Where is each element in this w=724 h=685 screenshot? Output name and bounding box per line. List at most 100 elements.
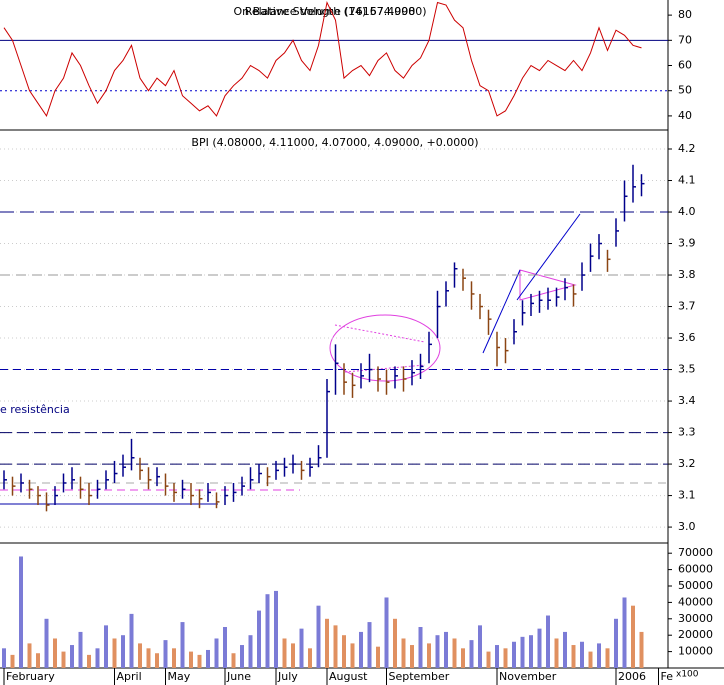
price-bar <box>11 476 16 496</box>
volume-bar <box>61 651 66 668</box>
price-bar <box>207 482 211 502</box>
volume-bar <box>146 648 151 668</box>
trend-line <box>516 213 581 301</box>
price-bar <box>394 366 398 389</box>
y-tick-label: 3.8 <box>678 268 696 281</box>
drawings <box>0 213 581 505</box>
price-bar <box>215 492 220 509</box>
y-tick-label: 4.1 <box>678 174 696 187</box>
price-bar <box>275 460 279 480</box>
price-bar <box>122 454 126 477</box>
x-tick-label: May <box>168 670 191 683</box>
price-bar <box>292 454 296 474</box>
volume-bar <box>486 651 491 668</box>
y-tick-label: 20000 <box>678 628 713 641</box>
volume-bar <box>36 653 40 668</box>
volume-bar <box>529 635 533 668</box>
y-tick-label: 3.3 <box>678 426 696 439</box>
volume-bar <box>214 638 219 668</box>
volume-bar <box>622 597 627 668</box>
y-tick-label: 40000 <box>678 595 713 608</box>
price-bar <box>28 479 33 499</box>
volume-bar <box>631 605 635 668</box>
volume-bar <box>435 635 440 668</box>
volume-bar <box>27 643 32 668</box>
price-bar <box>334 344 339 395</box>
y-tick-label: 80 <box>678 8 692 21</box>
y-tick-label: 70 <box>678 33 692 46</box>
trend-line <box>344 364 426 373</box>
volume-bar <box>2 648 6 668</box>
volume-bar <box>359 631 363 668</box>
volume-bar <box>418 627 423 668</box>
y-tick-label: 3.6 <box>678 331 696 344</box>
volume-bar <box>87 654 91 668</box>
price-bar <box>360 363 364 389</box>
price-bar <box>615 218 619 247</box>
price-bar <box>173 482 177 502</box>
price-bar <box>198 489 203 509</box>
x-tick-label: June <box>226 670 251 683</box>
price-bar <box>521 300 526 326</box>
volume-bar <box>112 638 117 668</box>
price-bar <box>572 284 577 307</box>
volume-bar <box>44 618 49 668</box>
price-bar <box>555 287 560 307</box>
price-bar <box>130 438 135 471</box>
volume-bar <box>163 640 168 668</box>
volume-bar <box>291 643 295 668</box>
volume-bar <box>274 590 278 668</box>
price-bar <box>368 353 373 383</box>
y-tick-label: 4.2 <box>678 142 696 155</box>
price-bar <box>62 473 67 493</box>
price-bar <box>139 457 143 480</box>
price-bar <box>317 445 322 468</box>
volume-bar <box>206 649 210 668</box>
volume-bar <box>10 654 15 668</box>
volume-bar <box>588 651 593 668</box>
volume-bar <box>401 638 406 668</box>
volume-bar <box>427 643 431 668</box>
price-bar <box>487 309 492 335</box>
price-bar <box>309 457 313 477</box>
price-bar <box>547 287 551 310</box>
volume-bar <box>129 613 134 668</box>
volume-bar <box>95 648 100 668</box>
price-bar <box>54 486 58 506</box>
price-bar <box>105 470 109 490</box>
volume-bar <box>563 631 567 668</box>
volume-bar <box>240 645 244 668</box>
price-bar <box>402 366 407 392</box>
y-tick-label: 50 <box>678 84 692 97</box>
price-bar <box>564 278 568 301</box>
price-bar <box>632 164 636 203</box>
price-bar <box>377 366 381 392</box>
price-bar <box>164 473 169 496</box>
price-bar <box>623 180 628 222</box>
volume-bar <box>503 648 508 668</box>
price-bar <box>462 268 466 291</box>
price-bar <box>538 290 543 313</box>
price-bar <box>3 470 7 490</box>
y-tick-label: 30000 <box>678 612 713 625</box>
price-bar <box>385 369 390 395</box>
y-tick-label: 3.2 <box>678 457 696 470</box>
price-bar <box>343 363 347 395</box>
volume-bar <box>189 651 193 668</box>
volume-bar <box>223 627 227 668</box>
ellipse <box>329 314 441 382</box>
price-bar <box>45 492 50 512</box>
y-tick-label: 60 <box>678 59 692 72</box>
price-bar <box>79 476 84 499</box>
price-bar <box>581 262 585 291</box>
volume-bar <box>299 628 304 668</box>
price-bar <box>156 467 160 487</box>
price-bar <box>224 486 228 506</box>
unit-label: x100 <box>676 670 699 680</box>
y-tick-label: 10000 <box>678 645 713 658</box>
price-bar <box>190 482 194 506</box>
volume-bar <box>367 622 372 668</box>
volume-bar <box>138 643 142 668</box>
volume-bar <box>308 648 312 668</box>
